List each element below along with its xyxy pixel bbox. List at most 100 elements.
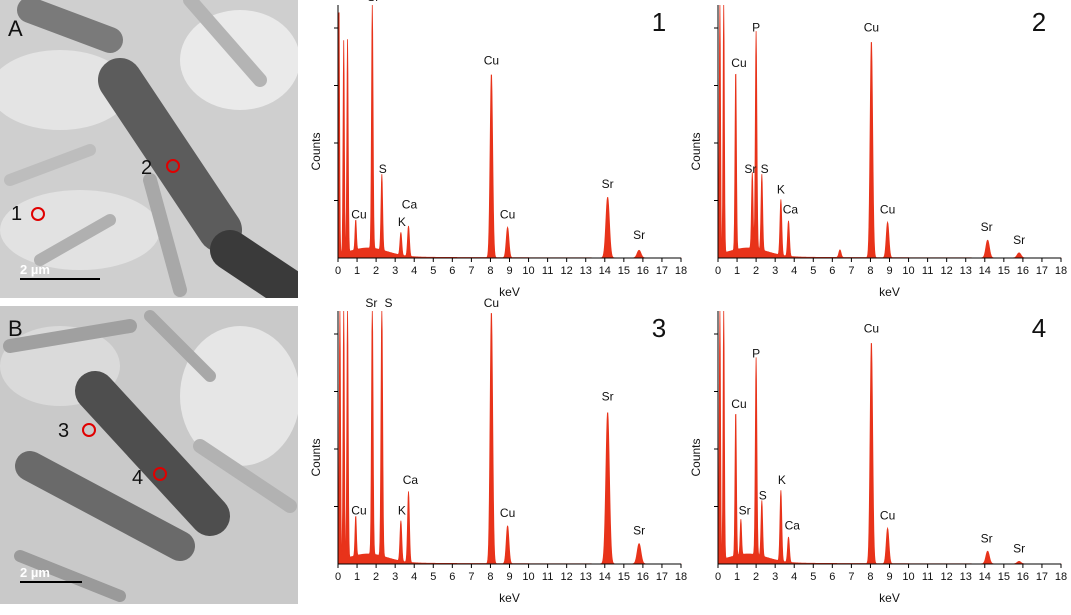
x-tick-label: 14	[979, 265, 991, 277]
point-marker-2	[166, 159, 180, 173]
x-tick-label: 18	[675, 571, 687, 583]
x-tick-label: 3	[392, 571, 398, 583]
peak-label: Cu	[731, 56, 746, 70]
x-tick-label: 12	[561, 265, 573, 277]
x-tick-label: 15	[998, 265, 1010, 277]
x-tick-label: 13	[580, 265, 592, 277]
peak-label: Sr	[981, 220, 993, 234]
peak-label: Sr	[602, 177, 614, 191]
x-tick-label: 10	[902, 571, 914, 583]
peak-label: K	[398, 215, 406, 229]
micrograph-a: A 1 2 2 µm	[0, 0, 298, 298]
peak-label: Sr	[602, 390, 614, 404]
x-tick-label: 14	[979, 571, 991, 583]
x-tick-label: 18	[675, 265, 687, 277]
x-tick-label: 9	[506, 265, 512, 277]
peak-label: Cu	[500, 506, 515, 520]
x-tick-label: 5	[430, 571, 436, 583]
x-tick-label: 10	[522, 571, 534, 583]
x-tick-label: 1	[734, 571, 740, 583]
panel-letter-b: B	[8, 316, 23, 341]
panel-number: 2	[1032, 7, 1046, 37]
micrograph-b-image	[0, 306, 298, 604]
x-tick-label: 15	[618, 265, 630, 277]
x-tick-label: 2	[753, 265, 759, 277]
point-label-1: 1	[11, 203, 23, 225]
x-tick-label: 13	[960, 265, 972, 277]
x-tick-label: 2	[373, 571, 379, 583]
x-tick-label: 8	[867, 571, 873, 583]
peak-label: Sr	[365, 296, 377, 310]
x-tick-label: 18	[1055, 265, 1067, 277]
x-tick-label: 17	[1036, 265, 1048, 277]
peak-label: Sr	[1013, 233, 1025, 247]
x-tick-label: 9	[886, 571, 892, 583]
x-tick-label: 12	[561, 571, 573, 583]
peak-label: S	[384, 296, 392, 310]
scale-label-a: 2 µm	[20, 262, 50, 277]
x-tick-label: 11	[922, 571, 933, 583]
x-tick-label: 2	[753, 571, 759, 583]
x-tick-label: 2	[373, 265, 379, 277]
peak-label: S	[759, 488, 767, 502]
peak-label: Sr	[633, 524, 645, 538]
x-tick-label: 17	[656, 265, 668, 277]
x-tick-label: 12	[941, 571, 953, 583]
x-axis-label: keV	[499, 285, 520, 299]
x-tick-label: 6	[449, 265, 455, 277]
peak-label: Cu	[500, 208, 515, 222]
x-tick-label: 6	[829, 265, 835, 277]
x-tick-label: 6	[829, 571, 835, 583]
peak-label: Sr	[1013, 541, 1025, 555]
y-axis-label: Counts	[689, 132, 703, 170]
x-axis-label: keV	[499, 591, 520, 605]
peak-label: Cu	[880, 203, 895, 217]
peak-label: Cu	[484, 53, 499, 67]
x-tick-label: 0	[715, 571, 721, 583]
point-marker-3	[82, 423, 96, 437]
peak-label: Cu	[351, 503, 366, 517]
y-axis-label: Counts	[309, 438, 323, 476]
peak-label: Sr	[739, 503, 751, 517]
peak-label: K	[777, 182, 785, 196]
x-tick-label: 14	[599, 571, 611, 583]
y-axis-label: Counts	[689, 438, 703, 476]
x-tick-label: 0	[715, 265, 721, 277]
x-tick-label: 0	[335, 571, 341, 583]
peak-label: Ca	[785, 519, 801, 533]
x-tick-label: 15	[998, 571, 1010, 583]
x-tick-label: 17	[656, 571, 668, 583]
x-tick-label: 7	[468, 265, 474, 277]
panel-number: 3	[652, 313, 666, 343]
peak-label: Sr	[744, 162, 756, 176]
x-tick-label: 4	[411, 571, 417, 583]
x-tick-label: 13	[960, 571, 972, 583]
peak-label: Sr	[633, 228, 645, 242]
x-tick-label: 3	[772, 571, 778, 583]
peak-label: P	[752, 20, 760, 34]
x-tick-label: 8	[487, 571, 493, 583]
x-tick-label: 10	[902, 265, 914, 277]
x-tick-label: 9	[886, 265, 892, 277]
x-tick-label: 1	[354, 571, 360, 583]
scale-bar-a	[20, 278, 100, 280]
x-tick-label: 8	[867, 265, 873, 277]
micrograph-b: B 3 4 2 µm	[0, 306, 298, 604]
x-tick-label: 5	[430, 265, 436, 277]
x-tick-label: 11	[922, 265, 933, 277]
x-tick-label: 8	[487, 265, 493, 277]
peak-label: Cu	[484, 296, 499, 310]
peak-label: K	[778, 473, 786, 487]
point-label-3: 3	[58, 420, 70, 442]
x-tick-label: 16	[1017, 265, 1029, 277]
peak-label: Cu	[864, 321, 879, 335]
peak-label: Sr	[367, 0, 379, 4]
y-axis-label: Counts	[309, 132, 323, 170]
panel-letter-a: A	[8, 16, 23, 41]
peak-label: Cu	[880, 509, 895, 523]
peak-label: Ca	[403, 473, 419, 487]
point-marker-4	[153, 467, 167, 481]
x-tick-label: 5	[810, 265, 816, 277]
spectrum-area	[717, 310, 1062, 565]
eds-spectrum-2: 0 1 2 3 4 5 6 7 8 9 10 11 12 13 14 15 16 17 18keVCounts2PC…	[689, 4, 1067, 299]
